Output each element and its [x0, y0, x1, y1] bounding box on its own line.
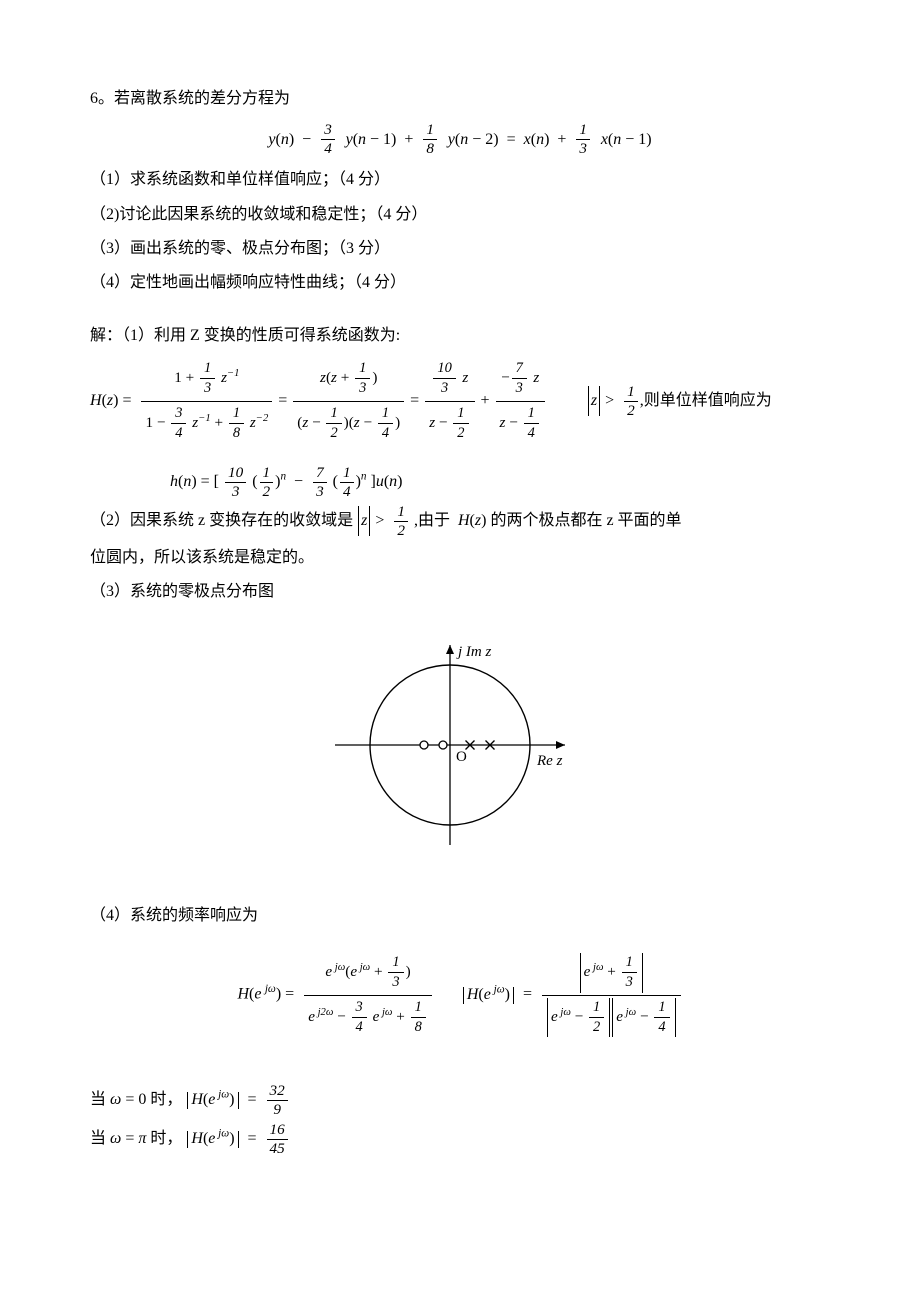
omega-pi-line: 当 ω = π 时， H(e jω) = 1645	[90, 1122, 830, 1157]
spacer	[90, 455, 830, 465]
problem-number-line: 6。若离散系统的差分方程为	[90, 84, 830, 114]
svg-text:j Im z: j Im z	[456, 644, 491, 660]
spacer	[90, 1067, 830, 1079]
omega-zero-line: 当 ω = 0 时， H(e jω) = 329	[90, 1083, 830, 1118]
impulse-response-equation: h(n) = [ 103 (12)n − 73 (14)n ]u(n)	[90, 465, 830, 500]
solution-1-tail: ,则单位样值响应为	[640, 386, 772, 416]
frequency-response-equations: H(ejω) = e jω(e jω + 13) e j2ω − 34 e jω…	[90, 951, 830, 1039]
pole-zero-svg: j Im z Re z O	[310, 625, 610, 865]
solution-2-text-c: 的两个极点都在 z 平面的单	[490, 512, 681, 529]
svg-text:Re z: Re z	[536, 753, 563, 769]
solution-2-text-a: （2）因果系统 z 变换存在的收敛域是	[90, 512, 353, 529]
omega-pi-prefix: 当	[90, 1130, 110, 1147]
solution-2-text-b: ,由于	[414, 512, 450, 529]
omega-zero-mid: 时，	[150, 1091, 182, 1108]
solution-2-line2: 位圆内，所以该系统是稳定的。	[90, 543, 830, 573]
spacer	[90, 303, 830, 317]
svg-text:O: O	[456, 749, 467, 765]
question-3: （3）画出系统的零、极点分布图；（3 分）	[90, 234, 830, 264]
page: 6。若离散系统的差分方程为 y(n) − 34 y(n − 1) + 18 y(…	[0, 0, 920, 1302]
pole-zero-diagram: j Im z Re z O	[90, 625, 830, 876]
solution-3-title: （3）系统的零极点分布图	[90, 577, 830, 607]
question-1: （1）求系统函数和单位样值响应；（4 分）	[90, 165, 830, 195]
solution-4-title: （4）系统的频率响应为	[90, 901, 830, 931]
question-4: （4）定性地画出幅频响应特性曲线；（4 分）	[90, 268, 830, 298]
system-function-equation: H(z) = 1 + 13 z−1 1 − 34 z−1 + 18 z−2 = …	[90, 357, 830, 445]
solution-1-intro: 解：（1）利用 Z 变换的性质可得系统函数为:	[90, 321, 830, 351]
question-2: （2)讨论此因果系统的收敛域和稳定性；（4 分）	[90, 200, 830, 230]
omega-zero-prefix: 当	[90, 1091, 110, 1108]
solution-2-line1: （2）因果系统 z 变换存在的收敛域是 z > 12 ,由于 H(z) 的两个极…	[90, 504, 830, 539]
omega-pi-mid: 时，	[150, 1130, 182, 1147]
difference-equation: y(n) − 34 y(n − 1) + 18 y(n − 2) = x(n) …	[90, 122, 830, 157]
